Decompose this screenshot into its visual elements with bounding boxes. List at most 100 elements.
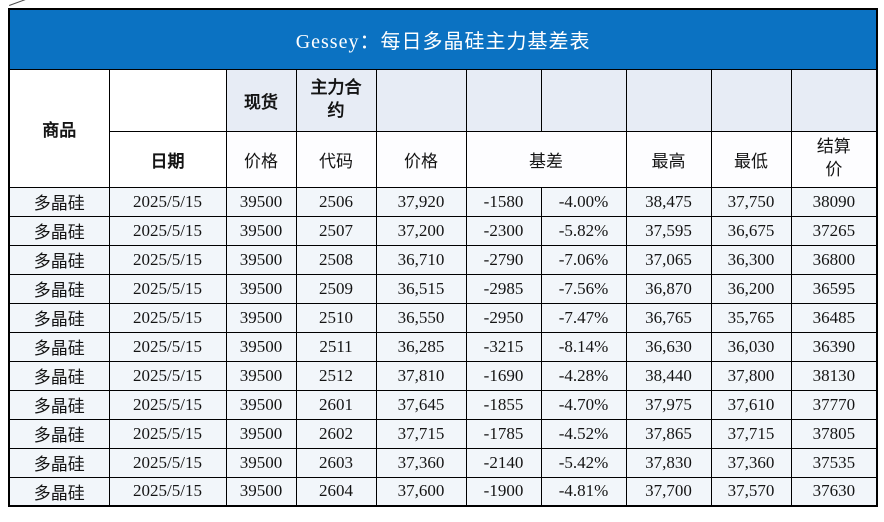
cell-spot_price: 39500: [225, 447, 297, 478]
cell-commodity: 多晶硅: [8, 244, 110, 275]
table-row: 多晶硅 2025/5/15 39500 2509 36,515 -2985 -7.56% 36…: [8, 273, 878, 304]
cell-price: 37,715: [375, 418, 467, 449]
cell-basis: -1900: [465, 476, 542, 507]
cell-date: 2025/5/15: [108, 360, 227, 391]
cell-commodity: 多晶硅: [8, 186, 110, 217]
cell-settle: 37770: [790, 389, 878, 420]
table-body: 多晶硅 2025/5/15 39500 2506 37,920 -1580 -4.00% 38…: [8, 186, 878, 507]
cell-spot_price: 39500: [225, 476, 297, 507]
cell-high: 37,595: [625, 215, 712, 246]
basis-table: Gessey：每日多晶硅主力基差表 商品 现货 主力合约 日期 价格 代码 价格…: [8, 8, 879, 507]
cell-settle: 36485: [790, 302, 878, 333]
header-empty-strip: [790, 68, 878, 132]
cell-high: 37,865: [625, 418, 712, 449]
cell-basis_pct: -4.70%: [540, 389, 627, 420]
cell-basis_pct: -4.00%: [540, 186, 627, 217]
cell-basis: -1855: [465, 389, 542, 420]
cell-low: 37,570: [710, 476, 792, 507]
table-row: 多晶硅 2025/5/15 39500 2510 36,550 -2950 -7.47% 36…: [8, 302, 878, 333]
cell-basis_pct: -5.82%: [540, 215, 627, 246]
cell-code: 2603: [295, 447, 377, 478]
cell-date: 2025/5/15: [108, 273, 227, 304]
cell-spot_price: 39500: [225, 273, 297, 304]
cell-low: 36,030: [710, 331, 792, 362]
title-row: Gessey：每日多晶硅主力基差表: [8, 8, 878, 70]
cell-date: 2025/5/15: [108, 389, 227, 420]
header-price: 价格: [375, 130, 467, 188]
cell-date: 2025/5/15: [108, 302, 227, 333]
cell-commodity: 多晶硅: [8, 476, 110, 507]
table-header: Gessey：每日多晶硅主力基差表 商品 现货 主力合约 日期 价格 代码 价格…: [8, 8, 878, 188]
table-row: 多晶硅 2025/5/15 39500 2602 37,715 -1785 -4.52% 37…: [8, 418, 878, 449]
header-low: 最低: [710, 130, 792, 188]
screenshot-corner-artifact: [9, 0, 26, 6]
cell-basis: -2300: [465, 215, 542, 246]
cell-code: 2601: [295, 389, 377, 420]
cell-basis_pct: -4.52%: [540, 418, 627, 449]
cell-commodity: 多晶硅: [8, 447, 110, 478]
header-code: 代码: [295, 130, 377, 188]
cell-spot_price: 39500: [225, 244, 297, 275]
header-empty-cell: [108, 68, 227, 132]
cell-commodity: 多晶硅: [8, 273, 110, 304]
cell-date: 2025/5/15: [108, 331, 227, 362]
cell-price: 36,285: [375, 331, 467, 362]
cell-date: 2025/5/15: [108, 476, 227, 507]
cell-basis_pct: -7.47%: [540, 302, 627, 333]
cell-settle: 36800: [790, 244, 878, 275]
header-spot-price: 价格: [225, 130, 297, 188]
header-high: 最高: [625, 130, 712, 188]
cell-low: 35,765: [710, 302, 792, 333]
cell-high: 37,065: [625, 244, 712, 275]
cell-basis: -1785: [465, 418, 542, 449]
header-date: 日期: [108, 130, 227, 188]
cell-spot_price: 39500: [225, 302, 297, 333]
cell-high: 36,765: [625, 302, 712, 333]
cell-code: 2507: [295, 215, 377, 246]
cell-spot_price: 39500: [225, 389, 297, 420]
cell-price: 37,645: [375, 389, 467, 420]
cell-settle: 38130: [790, 360, 878, 391]
header-commodity: 商品: [8, 68, 110, 188]
cell-basis_pct: -4.28%: [540, 360, 627, 391]
cell-commodity: 多晶硅: [8, 360, 110, 391]
cell-low: 36,675: [710, 215, 792, 246]
cell-low: 36,200: [710, 273, 792, 304]
cell-date: 2025/5/15: [108, 186, 227, 217]
cell-settle: 37805: [790, 418, 878, 449]
cell-settle: 37535: [790, 447, 878, 478]
header-settle: 结算价: [790, 130, 878, 188]
cell-price: 37,920: [375, 186, 467, 217]
cell-basis: -2950: [465, 302, 542, 333]
cell-low: 37,800: [710, 360, 792, 391]
header-main-contract: 主力合约: [295, 68, 377, 132]
cell-high: 38,475: [625, 186, 712, 217]
table-row: 多晶硅 2025/5/15 39500 2508 36,710 -2790 -7.06% 37…: [8, 244, 878, 275]
table-row: 多晶硅 2025/5/15 39500 2506 37,920 -1580 -4.00% 38…: [8, 186, 878, 217]
table-row: 多晶硅 2025/5/15 39500 2604 37,600 -1900 -4.81% 37…: [8, 476, 878, 507]
cell-spot_price: 39500: [225, 418, 297, 449]
cell-price: 36,710: [375, 244, 467, 275]
cell-code: 2511: [295, 331, 377, 362]
cell-settle: 36390: [790, 331, 878, 362]
cell-commodity: 多晶硅: [8, 215, 110, 246]
cell-price: 36,550: [375, 302, 467, 333]
header-empty-strip: [625, 68, 712, 132]
cell-low: 37,715: [710, 418, 792, 449]
table-row: 多晶硅 2025/5/15 39500 2603 37,360 -2140 -5.42% 37…: [8, 447, 878, 478]
cell-low: 36,300: [710, 244, 792, 275]
cell-date: 2025/5/15: [108, 447, 227, 478]
cell-code: 2512: [295, 360, 377, 391]
cell-high: 37,975: [625, 389, 712, 420]
cell-spot_price: 39500: [225, 360, 297, 391]
cell-basis_pct: -4.81%: [540, 476, 627, 507]
cell-basis_pct: -7.06%: [540, 244, 627, 275]
cell-high: 36,630: [625, 331, 712, 362]
cell-settle: 37265: [790, 215, 878, 246]
cell-code: 2510: [295, 302, 377, 333]
cell-code: 2508: [295, 244, 377, 275]
cell-basis: -2140: [465, 447, 542, 478]
cell-date: 2025/5/15: [108, 418, 227, 449]
cell-settle: 36595: [790, 273, 878, 304]
cell-high: 37,700: [625, 476, 712, 507]
